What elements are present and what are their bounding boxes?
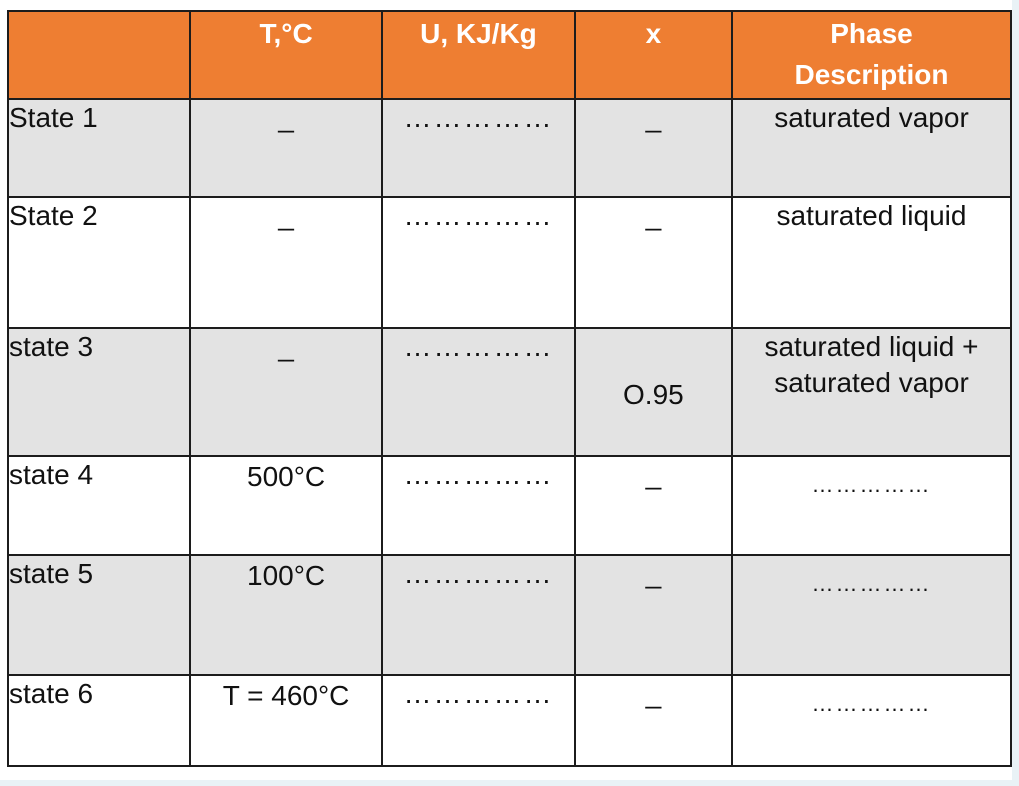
table-row: State 2 _ …………… _ saturated liquid [6, 196, 1013, 329]
temperature-cell: _ [189, 196, 384, 329]
table-row: state 6 T = 460°C …………… _ …………… [6, 674, 1013, 767]
quality-cell: _ [573, 674, 733, 767]
header-internal-energy: U, KJ/Kg [381, 10, 576, 100]
internal-energy-cell: …………… [381, 455, 576, 556]
table-row: state 5 100°C …………… _ …………… [6, 554, 1013, 676]
internal-energy-cell: …………… [381, 554, 576, 676]
internal-energy-cell: …………… [381, 674, 576, 767]
internal-energy-cell: …………… [381, 196, 576, 329]
phase-line1: …………… [811, 571, 932, 596]
phase-description-cell: …………… [730, 554, 1013, 676]
phase-line2: saturated vapor [774, 367, 969, 399]
state-label: state 5 [6, 554, 192, 676]
temperature-cell: 100°C [189, 554, 384, 676]
temperature-cell: T = 460°C [189, 674, 384, 767]
quality-cell: _ [573, 455, 733, 556]
quality-cell: _ [573, 98, 733, 198]
temperature-cell: _ [189, 98, 384, 198]
internal-energy-cell: …………… [381, 327, 576, 457]
state-label: state 3 [6, 327, 192, 457]
state-label: state 6 [6, 674, 192, 767]
phase-description-cell: …………… [730, 455, 1013, 556]
table-row: State 1 _ …………… _ saturated vapor [6, 98, 1013, 198]
phase-line1: …………… [811, 472, 932, 497]
table-header-row: T,°C U, KJ/Kg x Phase Description [6, 10, 1013, 100]
phase-line1: saturated liquid + [764, 331, 979, 362]
temperature-cell: _ [189, 327, 384, 457]
thermo-state-table: T,°C U, KJ/Kg x Phase Description State … [6, 10, 1013, 767]
internal-energy-cell: …………… [381, 98, 576, 198]
table-row: state 3 _ …………… O.95 saturated liquid + … [6, 327, 1013, 457]
phase-description-cell: …………… [730, 674, 1013, 767]
state-label: State 2 [6, 196, 192, 329]
quality-cell: O.95 [573, 327, 733, 457]
header-phase-description: Phase Description [730, 10, 1013, 100]
phase-description-cell: saturated liquid [730, 196, 1013, 329]
quality-cell: _ [573, 196, 733, 329]
header-phase-line2: Description [794, 58, 949, 90]
phase-description-cell: saturated liquid + saturated vapor [730, 327, 1013, 457]
header-quality: x [573, 10, 733, 100]
header-state [6, 10, 192, 100]
phase-line1: saturated vapor [774, 102, 969, 133]
state-label: state 4 [6, 455, 192, 556]
phase-description-cell: saturated vapor [730, 98, 1013, 198]
quality-cell: _ [573, 554, 733, 676]
state-label: State 1 [6, 98, 192, 198]
phase-line1: …………… [811, 691, 932, 716]
header-temperature: T,°C [189, 10, 384, 100]
header-phase-line1: Phase [830, 18, 913, 49]
phase-line1: saturated liquid [776, 200, 967, 231]
table-row: state 4 500°C …………… _ …………… [6, 455, 1013, 556]
temperature-cell: 500°C [189, 455, 384, 556]
